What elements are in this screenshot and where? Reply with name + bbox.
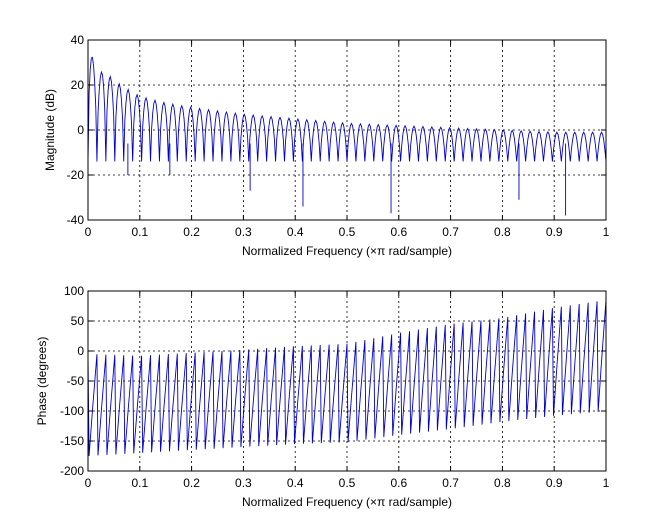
phase-y-tick-label: 100: [64, 284, 84, 298]
magnitude-series-line: [87, 56, 607, 162]
phase-y-tick-label: 0: [77, 344, 84, 358]
phase-y-tick-label: -200: [60, 464, 84, 478]
magnitude-ticks: 0 0.1 0.2 0.3 0.4 0.5 0.6 0.7 0.8 0.9 1 -40 -20 0 20 40: [67, 33, 610, 239]
phase-x-tick-label: 0.9: [546, 476, 563, 490]
phase-x-tick-label: 0.8: [494, 476, 511, 490]
magnitude-x-tick-label: 1: [603, 225, 610, 239]
magnitude-x-tick-label: 0.4: [287, 225, 304, 239]
phase-x-tick-label: 0.2: [183, 476, 200, 490]
phase-x-tick-label: 0.5: [339, 476, 356, 490]
magnitude-x-tick-label: 0.3: [235, 225, 252, 239]
phase-y-axis-label: Phase (degrees): [35, 337, 49, 426]
magnitude-curve: [87, 56, 607, 216]
phase-x-tick-label: 0.4: [287, 476, 304, 490]
phase-series-line: [87, 299, 607, 456]
magnitude-y-tick-label: 20: [71, 78, 85, 92]
magnitude-y-tick-label: -20: [67, 168, 85, 182]
phase-y-tick-label: -150: [60, 434, 84, 448]
magnitude-y-tick-label: 40: [71, 33, 85, 47]
magnitude-plot: 0 0.1 0.2 0.3 0.4 0.5 0.6 0.7 0.8 0.9 1 -40 -20 0 20 40…: [43, 33, 610, 258]
phase-y-tick-label: 50: [71, 314, 85, 328]
phase-y-tick-label: -100: [60, 404, 84, 418]
magnitude-x-tick-label: 0.7: [442, 225, 459, 239]
magnitude-x-tick-label: 0.1: [131, 225, 148, 239]
phase-ticks: 0 0.1 0.2 0.3 0.4 0.5 0.6 0.7 0.8 0.9 1 -200 -150 -10…: [60, 284, 610, 490]
phase-x-tick-label: 1: [603, 476, 610, 490]
phase-y-tick-label: -50: [67, 374, 85, 388]
magnitude-x-tick-label: 0: [85, 225, 92, 239]
phase-x-tick-label: 0: [85, 476, 92, 490]
magnitude-x-axis-label: Normalized Frequency (×π rad/sample): [242, 244, 452, 258]
magnitude-x-tick-label: 0.6: [390, 225, 407, 239]
phase-curve: [87, 299, 607, 456]
magnitude-y-tick-label: -40: [67, 213, 85, 227]
magnitude-x-tick-label: 0.5: [339, 225, 356, 239]
phase-plot: 0 0.1 0.2 0.3 0.4 0.5 0.6 0.7 0.8 0.9 1 -200 -150 -10…: [35, 284, 610, 509]
magnitude-x-tick-label: 0.8: [494, 225, 511, 239]
magnitude-y-tick-label: 0: [77, 123, 84, 137]
phase-x-axis-label: Normalized Frequency (×π rad/sample): [242, 495, 452, 509]
magnitude-x-tick-label: 0.9: [546, 225, 563, 239]
phase-x-tick-label: 0.1: [131, 476, 148, 490]
magnitude-x-tick-label: 0.2: [183, 225, 200, 239]
phase-x-tick-label: 0.6: [390, 476, 407, 490]
phase-x-tick-label: 0.3: [235, 476, 252, 490]
phase-x-tick-label: 0.7: [442, 476, 459, 490]
magnitude-y-axis-label: Magnitude (dB): [43, 89, 57, 171]
